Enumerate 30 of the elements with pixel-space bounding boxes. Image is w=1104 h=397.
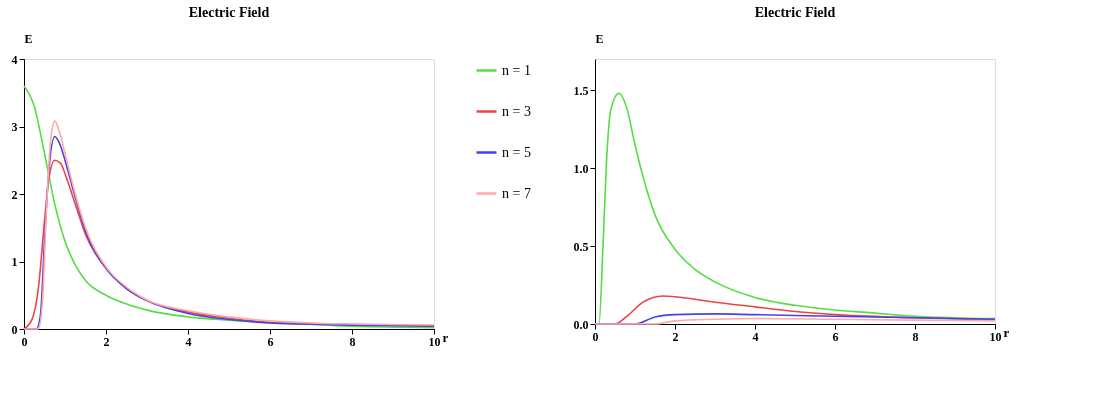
x-tick-label: 4 — [752, 329, 759, 344]
y-tick-label: 3 — [11, 120, 18, 134]
x-axis-title: r — [1003, 324, 1010, 340]
x-tick-label: 2 — [103, 334, 110, 349]
y-tick-label: 0.0 — [573, 317, 589, 332]
chart-title: Electric Field — [754, 5, 836, 20]
x-tick-label: 8 — [349, 334, 356, 349]
x-tick-label: 2 — [672, 329, 679, 344]
chart-title: Electric Field — [188, 5, 270, 20]
x-tick-label: 0 — [21, 334, 28, 349]
y-axis-title: E — [24, 31, 33, 46]
y-tick-label: 0.5 — [573, 239, 589, 254]
x-tick-label: 10 — [428, 334, 441, 349]
x-tick-label: 4 — [185, 334, 192, 349]
x-tick-label: 6 — [267, 334, 274, 349]
y-tick-label: 1 — [11, 255, 18, 269]
y-axis-title: E — [595, 31, 604, 46]
legend-label: n = 1 — [502, 62, 531, 78]
y-tick-label: 4 — [11, 52, 18, 67]
y-tick-label: 2 — [11, 187, 18, 202]
x-tick-label: 6 — [832, 329, 839, 344]
x-tick-label: 10 — [989, 329, 1002, 344]
legend-label: n = 5 — [502, 144, 531, 160]
y-tick-label: 1.0 — [573, 161, 589, 176]
x-tick-label: 8 — [912, 329, 919, 344]
legend-label: n = 3 — [502, 103, 531, 119]
legend-label: n = 7 — [502, 185, 531, 201]
y-tick-label: 1.5 — [573, 83, 589, 98]
x-axis-title: r — [442, 329, 449, 345]
x-tick-label: 0 — [592, 329, 599, 344]
